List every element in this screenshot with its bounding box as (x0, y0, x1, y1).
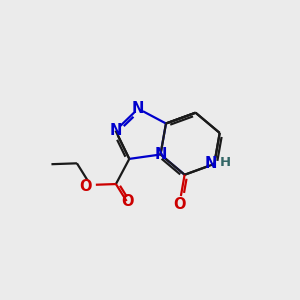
Text: O: O (122, 194, 134, 209)
Text: O: O (174, 197, 186, 212)
Text: N: N (204, 157, 217, 172)
Text: N: N (154, 147, 167, 162)
Text: N: N (132, 101, 144, 116)
Text: N: N (109, 123, 122, 138)
Text: O: O (80, 179, 92, 194)
Text: H: H (220, 156, 231, 169)
